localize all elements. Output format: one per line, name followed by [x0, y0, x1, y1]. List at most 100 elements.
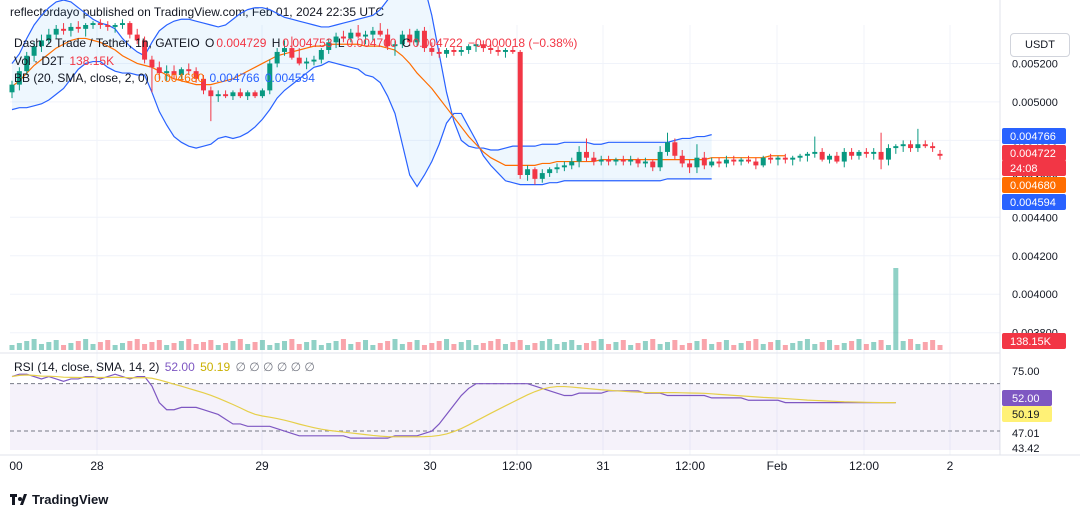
volume-bar [583, 343, 589, 350]
candle-body [834, 155, 840, 162]
candle-body [142, 40, 148, 60]
candle-body [561, 165, 567, 168]
candle-body [83, 25, 89, 29]
volume-bar [274, 343, 280, 350]
candle-body [591, 157, 597, 162]
volume-bar [333, 341, 339, 350]
candle-body [363, 34, 369, 37]
volume-bar [569, 340, 575, 350]
volume-bar [827, 340, 833, 350]
currency-button[interactable]: USDT [1010, 33, 1070, 57]
volume-bar [716, 342, 722, 350]
volume-bar [186, 339, 192, 350]
symbol-legend: Dash 2 Trade / Tether, 1h, GATEIO O 0.004… [14, 36, 578, 50]
candle-body [105, 25, 111, 27]
volume-bar [885, 345, 891, 350]
volume-bar [142, 344, 148, 350]
rsi-line [11, 373, 896, 439]
volume-bar [495, 339, 501, 350]
candle-body [930, 146, 936, 149]
volume-bar [930, 340, 936, 350]
rsi-band [10, 383, 1000, 450]
volume-bar [797, 341, 803, 350]
close-value: 0.004722 [412, 36, 463, 50]
volume-bar [782, 345, 788, 350]
volume-bar [392, 339, 398, 350]
volume-bar [532, 343, 538, 350]
volume-bar [510, 342, 516, 350]
volume-bar [694, 341, 700, 350]
candle-body [282, 48, 288, 52]
time-tick-label: 30 [423, 459, 437, 473]
time-tick-label: 29 [255, 459, 269, 473]
candle-body [532, 169, 538, 179]
volume-bar [841, 343, 847, 350]
candle-body [311, 59, 317, 62]
brand-name: TradingView [32, 492, 109, 507]
volume-bar [112, 345, 118, 350]
footer-brand[interactable]: TradingView [10, 492, 108, 507]
volume-bar [908, 339, 914, 350]
volume-bar [318, 345, 324, 350]
rsi-tick-label: 47.01 [1012, 428, 1040, 440]
candle-body [193, 71, 199, 79]
volume-bar [97, 342, 103, 350]
candle-body [819, 151, 825, 160]
volume-bar [245, 344, 251, 350]
candle-body [46, 34, 52, 41]
candle-body [149, 59, 155, 68]
volume-bar [31, 339, 37, 350]
volume-bar [473, 345, 479, 350]
candle-body [289, 48, 295, 58]
candle-body [377, 30, 383, 35]
price-badge [1002, 145, 1066, 161]
volume-bar [24, 341, 30, 350]
rsi-axis: 75.00 47.01 43.42 52.00 50.19 [1002, 366, 1052, 455]
volume-bar [282, 341, 288, 350]
time-tick-label: 28 [90, 459, 104, 473]
volume-bar [340, 339, 346, 350]
price-badge [1002, 160, 1066, 176]
volume-bar [348, 344, 354, 350]
volume-bar [370, 345, 376, 350]
volume-bar [399, 344, 405, 350]
candle-body [451, 50, 457, 52]
volume-bar [215, 345, 221, 350]
volume-bar [561, 342, 567, 350]
volume-bar [421, 345, 427, 350]
candle-body [274, 51, 280, 64]
volume-bar [731, 345, 737, 350]
bb-upper-value: 0.004766 [209, 71, 260, 85]
candle-body [753, 161, 759, 166]
candle-body [348, 32, 354, 39]
rsi-ma-value: 50.19 [200, 360, 231, 374]
candle-body [473, 44, 479, 47]
candle-body [576, 151, 582, 162]
time-tick-label: 00 [9, 459, 23, 473]
volume-bar [311, 340, 317, 350]
time-tick-label: Feb [767, 459, 788, 473]
volume-bar [502, 344, 508, 350]
volume-bar [363, 340, 369, 350]
candle-body [252, 92, 258, 97]
candle-body [583, 151, 589, 158]
candle-body [200, 78, 206, 91]
volume-bar [436, 341, 442, 350]
candle-body [738, 159, 744, 162]
volume-bar [237, 339, 243, 350]
candle-body [782, 157, 788, 160]
price-badge [1002, 333, 1066, 349]
volume-bar [775, 340, 781, 350]
time-tick-label: 12:00 [502, 459, 532, 473]
volume-bar [289, 339, 295, 350]
volume-bar [915, 344, 921, 350]
candle-body [495, 50, 501, 52]
candle-body [407, 34, 413, 43]
candle-body [230, 92, 236, 97]
volume-bar [709, 344, 715, 350]
candle-body [458, 50, 464, 52]
candle-body [237, 92, 243, 97]
candle-body [370, 30, 376, 35]
candle-body [510, 50, 516, 52]
